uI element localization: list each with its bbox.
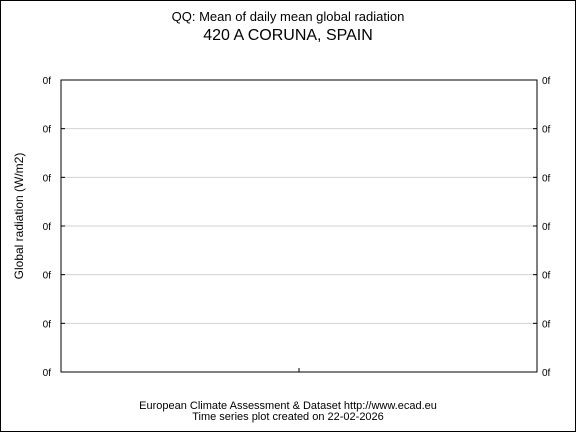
axis-ticks: [61, 79, 537, 373]
grid-lines: [61, 128, 537, 324]
y-tick-label-left: 0f: [43, 125, 52, 136]
y-tick-label-right: 0f: [542, 271, 551, 282]
y-axis-label: Global radiation (W/m2): [12, 153, 26, 280]
y-tick-label-right: 0f: [542, 125, 551, 136]
footer-source: European Climate Assessment & Dataset ht…: [139, 400, 437, 412]
chart-title: QQ: Mean of daily mean global radiation: [171, 9, 405, 24]
y-tick-label-left: 0f: [43, 173, 52, 184]
footer-created: Time series plot created on 22-02-2026: [192, 411, 384, 423]
y-tick-label-right: 0f: [542, 173, 551, 184]
y-tick-label-left: 0f: [43, 319, 52, 330]
chart-subtitle: 420 A CORUNA, SPAIN: [203, 27, 373, 44]
y-tick-label-right: 0f: [542, 222, 551, 233]
y-tick-label-left: 0f: [43, 76, 52, 87]
y-tick-label-right: 0f: [542, 319, 551, 330]
y-tick-label-left: 0f: [43, 368, 52, 379]
y-tick-label-left: 0f: [43, 222, 52, 233]
y-tick-label-left: 0f: [43, 271, 52, 282]
y-tick-label-right: 0f: [542, 76, 551, 87]
y-tick-label-right: 0f: [542, 368, 551, 379]
